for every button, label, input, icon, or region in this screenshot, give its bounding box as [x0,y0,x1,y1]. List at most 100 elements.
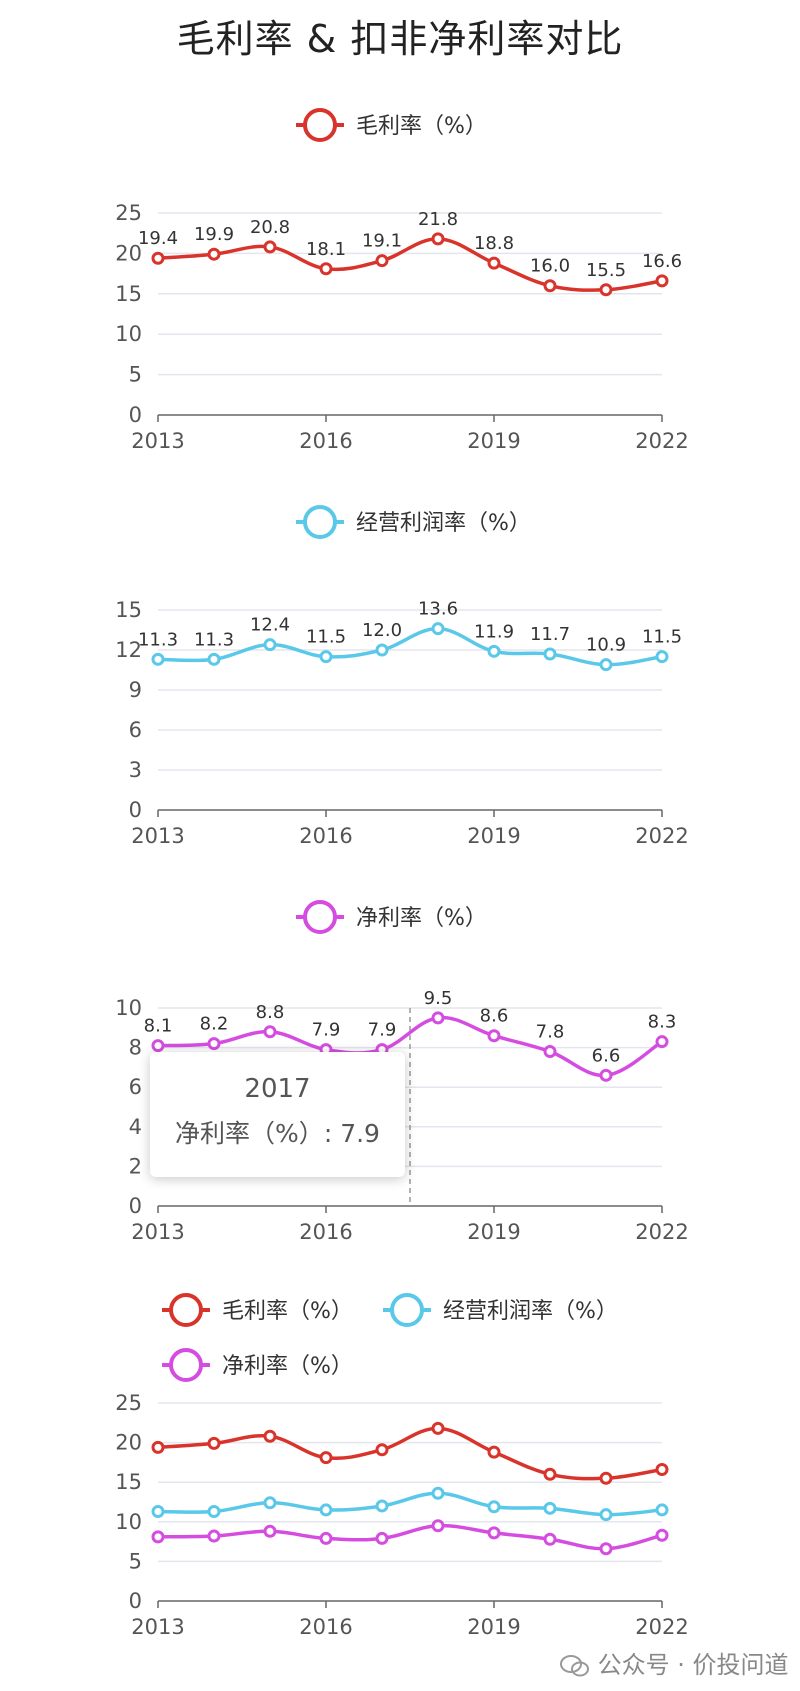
y-tick-label: 25 [115,1391,142,1415]
data-point [151,1039,165,1053]
data-point [543,1532,557,1546]
data-label: 8.8 [256,1002,285,1023]
series-line-经营利润率 [157,626,663,667]
y-tick-label: 5 [129,363,142,387]
data-label: 7.9 [368,1020,397,1041]
data-label: 20.8 [250,217,290,238]
data-point [431,1519,445,1533]
data-point [655,1463,669,1477]
y-tick-label: 15 [115,282,142,306]
wechat-icon [560,1655,589,1677]
legend-label: 净利率（%） [222,1354,353,1379]
chart-1: 毛利率（%） 0 5 10 15 20 25 2013 2016 2019 2022 19.4 19.9… [115,108,689,453]
x-tick-label: 2022 [635,1615,688,1639]
data-point [487,256,501,270]
data-label: 6.6 [592,1045,621,1066]
x-tick-label: 2019 [467,1220,520,1244]
series-line-毛利率 [157,237,663,292]
data-point [207,1037,221,1051]
y-tick-label: 9 [129,678,142,702]
data-point [655,1503,669,1517]
data-point [375,1443,389,1457]
data-label: 10.9 [586,635,626,656]
data-point [151,1530,165,1544]
y-tick-label: 6 [129,1075,142,1099]
y-tick-label: 20 [115,241,142,265]
y-tick-label: 12 [115,638,142,662]
legend-label: 净利率（%） [356,906,487,931]
data-point [655,650,669,664]
y-tick-label: 10 [115,1510,142,1534]
data-point [263,1429,277,1443]
y-tick-label: 15 [115,1470,142,1494]
data-point [543,279,557,293]
data-point [263,240,277,254]
data-point [487,1445,501,1459]
legend-label: 经营利润率（%） [356,511,531,536]
y-tick-label: 0 [129,1589,142,1613]
x-tick-label: 2016 [299,1220,352,1244]
data-point [599,1508,613,1522]
data-label: 12.0 [362,620,402,641]
legend-marker [390,1293,424,1327]
data-point [431,1421,445,1435]
data-point [319,1531,333,1545]
chart-title: 毛利率 & 扣非净利率对比 [176,17,624,61]
data-point [263,1524,277,1538]
data-point [431,1011,445,1025]
data-point [207,1436,221,1450]
y-tick-label: 0 [129,403,142,427]
x-tick-label: 2013 [131,1220,184,1244]
x-tick-label: 2013 [131,824,184,848]
y-tick-label: 0 [129,798,142,822]
data-point [151,652,165,666]
data-label: 8.6 [480,1006,509,1027]
data-point [263,1496,277,1510]
y-tick-label: 6 [129,718,142,742]
data-label: 11.9 [474,621,514,642]
chart-2: 经营利润率（%） 0 3 6 9 12 15 2013 2016 2019 2022 11.3 11.3… [115,505,689,848]
x-tick-label: 2013 [131,1615,184,1639]
y-tick-label: 10 [115,996,142,1020]
series-line-经营利润率 [157,1491,663,1517]
data-label: 7.9 [312,1020,341,1041]
legend-label: 毛利率（%） [222,1299,353,1324]
data-point [375,1531,389,1545]
data-point [151,1440,165,1454]
series-line-净利率 [157,1015,663,1078]
y-tick-label: 5 [129,1549,142,1573]
data-point [319,1451,333,1465]
data-point [487,1500,501,1514]
x-tick-label: 2022 [635,429,688,453]
data-label: 11.7 [530,624,570,645]
data-point [487,1526,501,1540]
data-label: 7.8 [536,1022,565,1043]
data-point [543,647,557,661]
data-label: 19.1 [362,231,402,252]
data-label: 15.5 [586,260,626,281]
data-point [207,652,221,666]
data-point [543,1467,557,1481]
data-label: 11.5 [306,627,346,648]
data-point [375,1499,389,1513]
data-point [207,1529,221,1543]
data-point [319,1503,333,1517]
legend-label: 毛利率（%） [356,114,487,139]
data-label: 11.5 [642,627,682,648]
watermark-text: 公众号 · 价投问道 [597,1651,789,1679]
data-label: 8.3 [648,1012,677,1033]
data-label: 9.5 [424,988,453,1009]
x-tick-label: 2016 [299,429,352,453]
y-tick-label: 2 [129,1154,142,1178]
legend-label: 经营利润率（%） [443,1299,618,1324]
data-point [487,1029,501,1043]
x-tick-label: 2022 [635,1220,688,1244]
data-point [599,283,613,297]
data-point [207,247,221,261]
data-label: 11.3 [194,629,234,650]
legend-marker [303,900,337,934]
series-line-毛利率 [157,1426,663,1481]
tooltip-series: 净利率（%） [175,1119,324,1148]
data-point [375,254,389,268]
